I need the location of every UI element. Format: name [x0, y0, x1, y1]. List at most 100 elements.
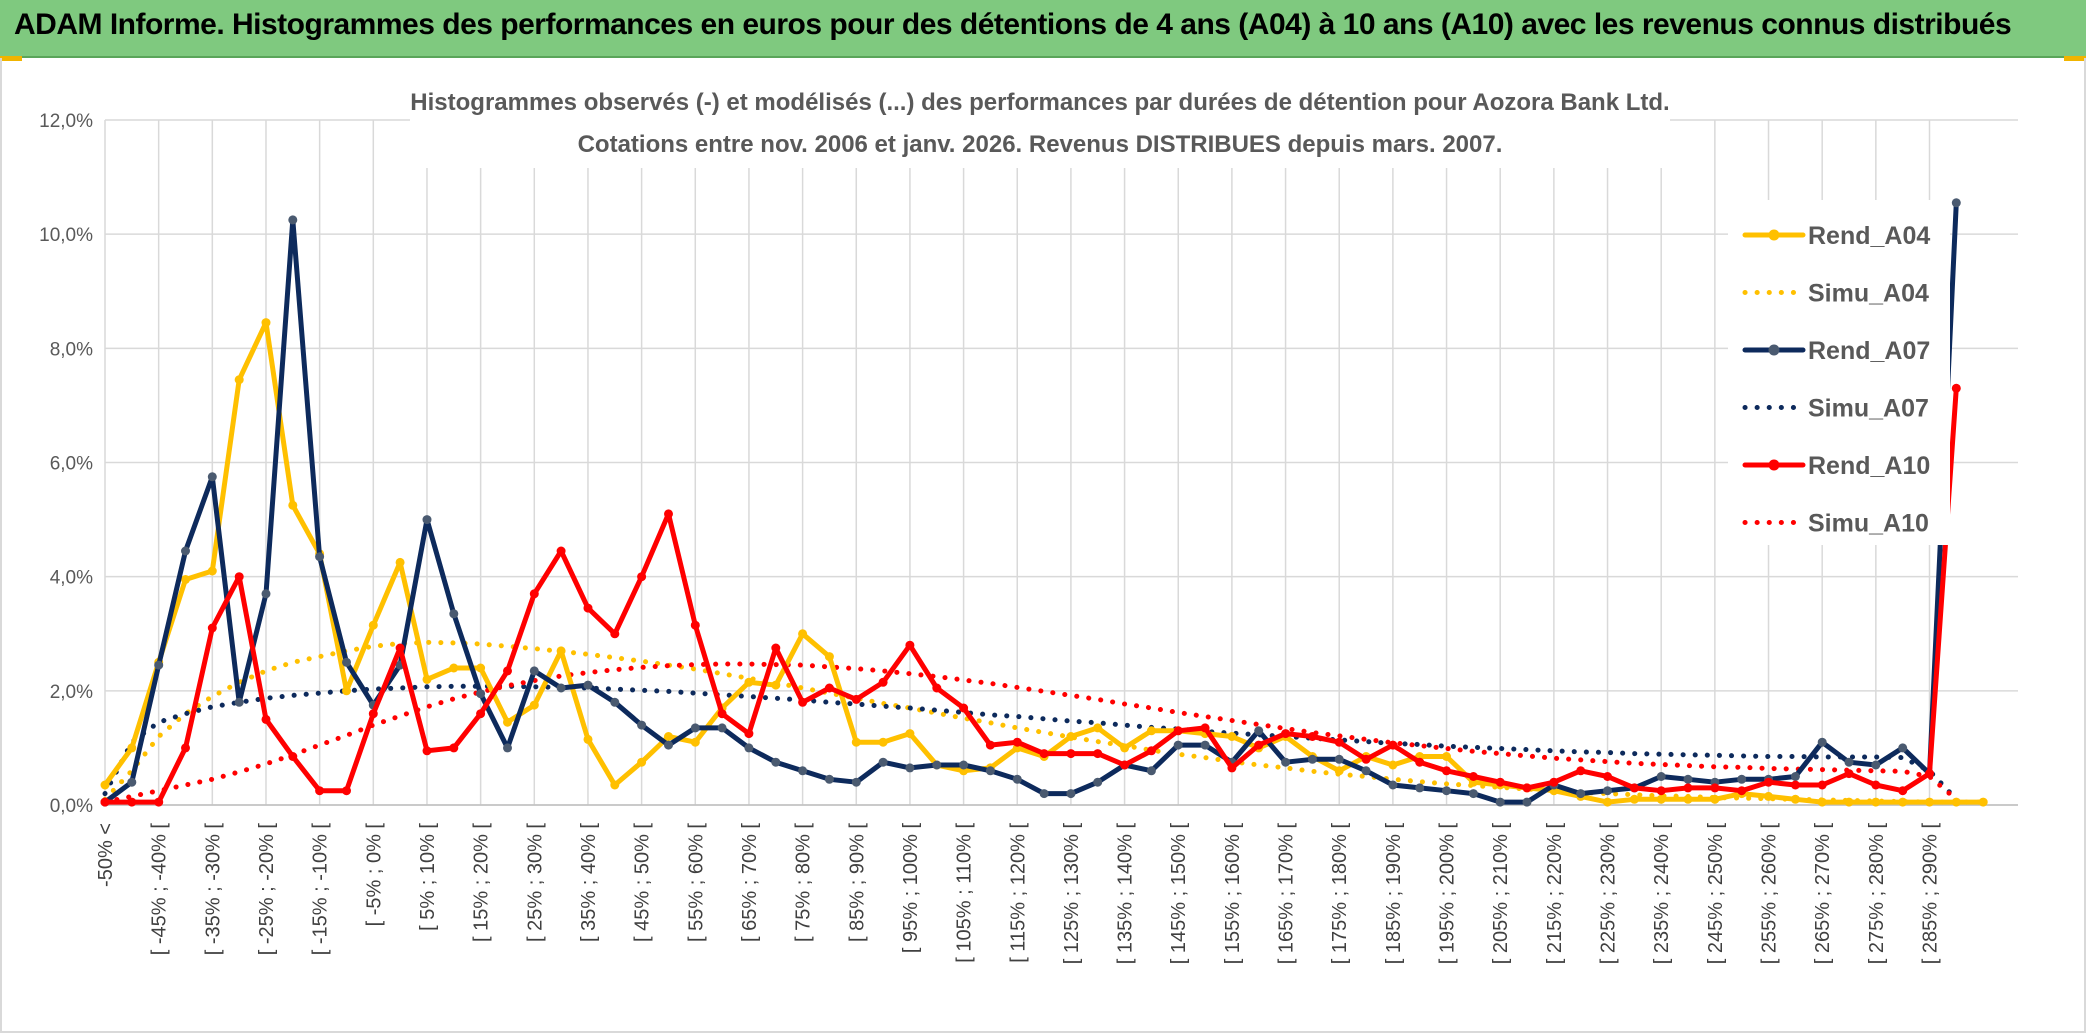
- legend: Rend_A04 Simu_A04 Rend_A07 Simu_A07 Rend_A10…: [1728, 200, 1950, 545]
- point-rend-a07: [1066, 789, 1076, 799]
- chart-title: Histogrammes observés (-) et modélisés (…: [410, 89, 1669, 116]
- point-rend-a04: [422, 674, 432, 684]
- point-rend-a10: [1790, 780, 1800, 790]
- point-rend-a10: [342, 786, 351, 796]
- point-rend-a10: [905, 640, 915, 650]
- point-rend-a10: [476, 709, 486, 719]
- x-tick-label: [ 65% ; 70% [: [739, 823, 761, 942]
- point-rend-a07: [476, 689, 486, 699]
- point-rend-a10: [1468, 772, 1478, 781]
- y-tick-label: 10,0%: [39, 225, 93, 246]
- point-rend-a07: [288, 215, 298, 225]
- point-rend-a10: [368, 709, 378, 719]
- point-rend-a07: [342, 657, 351, 667]
- point-rend-a10: [1629, 783, 1639, 793]
- point-rend-a10: [690, 620, 700, 630]
- chart-subtitle: Cotations entre nov. 2006 et janv. 2026.…: [578, 131, 1503, 158]
- point-rend-a10: [1066, 749, 1076, 759]
- point-rend-a10: [1656, 786, 1666, 796]
- legend-label-simu-a10: Simu_A10: [1808, 510, 1929, 538]
- series-line-rend-a04: [102, 320, 1986, 805]
- point-rend-a10: [1764, 777, 1773, 787]
- point-rend-a10: [503, 666, 512, 676]
- title-background: [410, 78, 1670, 168]
- point-rend-a10: [932, 683, 942, 693]
- x-tick-label: [ 75% ; 80% [: [793, 823, 815, 942]
- point-rend-a04: [1817, 797, 1827, 807]
- point-rend-a04: [1442, 752, 1451, 761]
- point-rend-a04: [637, 757, 647, 767]
- point-rend-a10: [851, 694, 861, 704]
- series-line-simu-a10: [102, 661, 1959, 805]
- legend-label-simu-a07: Simu_A07: [1808, 395, 1929, 423]
- point-rend-a04: [824, 652, 834, 662]
- legend-marker-rend-a07: [1768, 344, 1780, 356]
- point-rend-a07: [1871, 760, 1881, 770]
- point-rend-a10: [1334, 737, 1344, 747]
- point-rend-a07: [851, 777, 861, 787]
- x-tick-label: [ 285% ; 290% [: [1920, 823, 1942, 965]
- x-tick-label: [ 195% ; 200% [: [1437, 823, 1459, 965]
- point-rend-a04: [1656, 794, 1666, 804]
- x-tick-label: [ 125% ; 130% [: [1061, 823, 1083, 965]
- point-rend-a10: [288, 752, 298, 761]
- point-rend-a10: [449, 743, 459, 753]
- series-line-simu-a04: [102, 639, 1986, 805]
- point-rend-a07: [878, 757, 888, 767]
- point-rend-a10: [1683, 783, 1693, 793]
- point-rend-a04: [261, 318, 271, 328]
- x-tick-label: [ 105% ; 110% [: [954, 823, 976, 963]
- point-rend-a04: [1898, 797, 1908, 807]
- x-tick-label: [ -35% ; -30% [: [202, 823, 224, 956]
- point-rend-a07: [1737, 774, 1747, 784]
- point-rend-a10: [1173, 726, 1183, 736]
- y-tick-label: 12,0%: [39, 111, 93, 132]
- x-tick-label: [ 25% ; 30% [: [524, 823, 546, 942]
- point-rend-a10: [1146, 746, 1156, 756]
- point-rend-a07: [583, 680, 593, 690]
- point-rend-a10: [1361, 754, 1371, 764]
- legend-label-rend-a04: Rend_A04: [1808, 222, 1930, 250]
- point-rend-a07: [824, 774, 834, 784]
- point-rend-a10: [315, 786, 325, 796]
- point-rend-a04: [556, 646, 566, 656]
- point-rend-a07: [905, 763, 915, 773]
- point-rend-a04: [449, 663, 459, 673]
- point-rend-a04: [476, 663, 486, 673]
- point-rend-a04: [368, 620, 378, 630]
- point-rend-a07: [1200, 740, 1210, 750]
- x-tick-label: [ 35% ; 40% [: [578, 823, 600, 942]
- corner-accent: [0, 56, 22, 61]
- x-tick-label: [ 225% ; 230% [: [1598, 823, 1620, 965]
- point-rend-a07: [315, 552, 325, 562]
- point-rend-a07: [261, 589, 271, 599]
- y-tick-label: 0,0%: [50, 796, 93, 817]
- point-rend-a07: [503, 743, 512, 753]
- point-rend-a04: [771, 680, 781, 690]
- point-rend-a07: [1656, 772, 1666, 781]
- point-rend-a04: [100, 780, 110, 790]
- banner-title: ADAM Informe. Histogrammes des performan…: [14, 8, 2012, 41]
- point-rend-a04: [1710, 794, 1720, 804]
- legend-marker-rend-a04: [1768, 229, 1780, 241]
- point-rend-a10: [1495, 777, 1505, 787]
- point-rend-a10: [154, 797, 164, 807]
- legend-box: [1728, 200, 1950, 545]
- point-rend-a07: [181, 546, 190, 556]
- point-rend-a07: [1307, 754, 1317, 764]
- x-tick-label: [ 235% ; 240% [: [1651, 823, 1673, 965]
- point-rend-a10: [234, 572, 244, 582]
- x-tick-label: -50% <: [95, 823, 117, 887]
- point-rend-a10: [1871, 780, 1881, 790]
- point-rend-a10: [1200, 723, 1210, 733]
- y-tick-label: 4,0%: [50, 568, 93, 589]
- point-rend-a07: [1093, 777, 1103, 787]
- x-tick-label: [ 185% ; 190% [: [1383, 823, 1405, 965]
- point-rend-a07: [771, 757, 781, 767]
- y-axis: 0,0% 2,0% 4,0% 6,0% 8,0% 10,0% 12,0%: [39, 111, 93, 817]
- point-rend-a04: [234, 375, 244, 385]
- point-rend-a10: [395, 643, 405, 653]
- point-rend-a04: [1066, 732, 1076, 741]
- point-rend-a10: [556, 546, 566, 556]
